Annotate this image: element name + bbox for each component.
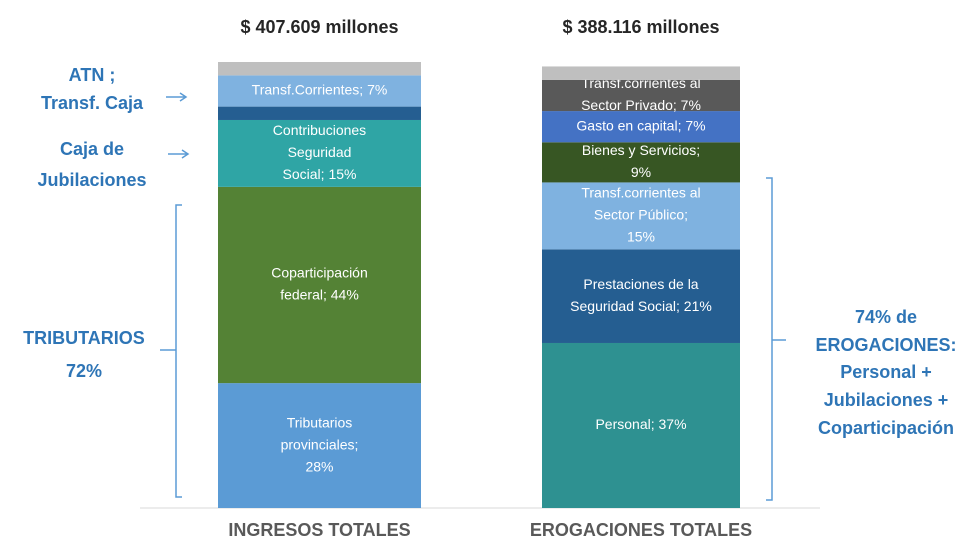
segment-label: Personal; 37% [595, 416, 686, 432]
x-tick-label: INGRESOS TOTALES [228, 520, 410, 540]
annotation: Caja de [60, 139, 124, 159]
segment-label: Coparticipación [271, 265, 368, 281]
segment-label: Prestaciones de la [583, 276, 698, 292]
segment-label: provinciales; [281, 436, 359, 452]
segment-label: Tributarios [287, 414, 353, 430]
bar-segment [542, 342, 740, 508]
bar-segment [218, 119, 421, 187]
annotation: Transf. Caja [41, 93, 144, 113]
annotation: EROGACIONES: [815, 335, 956, 355]
bar-segment [542, 182, 740, 250]
bar-segment [542, 111, 740, 143]
bar-total: $ 407.609 millones [240, 17, 398, 37]
segment-label: Bienes y Servicios; [582, 142, 700, 158]
segment-label: Transf.corrientes al [581, 185, 700, 201]
segment-label: federal; 44% [280, 287, 359, 303]
bar-segment [218, 106, 421, 120]
segment-label: Social; 15% [283, 166, 357, 182]
bar-total: $ 388.116 millones [562, 17, 719, 37]
annotation: 72% [66, 361, 102, 381]
bar-segment [218, 75, 421, 107]
x-tick-label: EROGACIONES TOTALES [530, 520, 752, 540]
annotation-marks [160, 92, 786, 501]
arrow [166, 92, 188, 102]
segment-label: Seguridad [288, 144, 352, 160]
segment-label: Sector Privado; 7% [581, 97, 701, 113]
annotation: Coparticipación [818, 418, 954, 438]
bar-segment [218, 383, 421, 508]
segment-label: Sector Público; [594, 207, 688, 223]
bar-segment [542, 249, 740, 343]
arrow [168, 149, 190, 159]
segment-label: Gasto en capital; 7% [576, 117, 705, 133]
bar-segment [542, 142, 740, 183]
bracket [160, 204, 182, 498]
bar-segment [218, 62, 421, 76]
annotation: Jubilaciones [37, 170, 146, 190]
segment-label: Seguridad Social; 21% [570, 298, 712, 314]
annotation: TRIBUTARIOS [23, 328, 145, 348]
annotation: ATN ; [69, 65, 116, 85]
bar-segment [542, 79, 740, 112]
annotation: Jubilaciones + [824, 390, 949, 410]
segment-label: Transf.Corrientes; 7% [252, 82, 388, 98]
segment-label: 9% [631, 164, 651, 180]
segment-label: 28% [305, 458, 333, 474]
bar-segment [218, 186, 421, 384]
bar-segment [542, 66, 740, 80]
bracket [766, 177, 786, 501]
segment-label: Contribuciones [273, 122, 366, 138]
annotation: Personal + [840, 362, 932, 382]
segment-label: 15% [627, 229, 655, 245]
annotation: 74% de [855, 307, 917, 327]
